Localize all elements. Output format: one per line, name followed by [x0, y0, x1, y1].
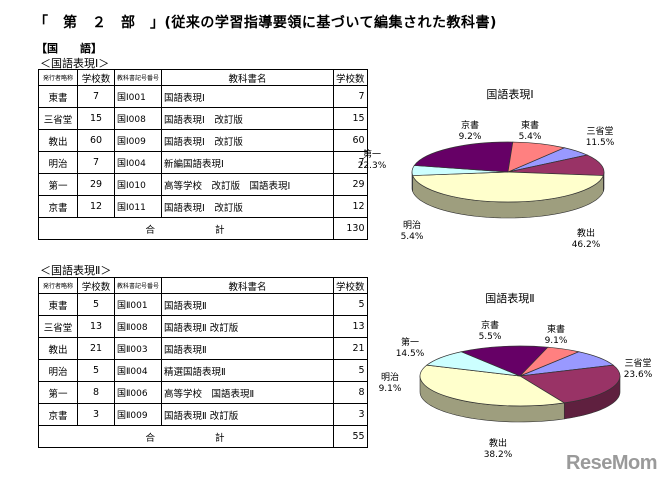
cell-code: 国Ⅰ001	[113, 85, 163, 108]
pie-slice-value: 9.2%	[459, 132, 482, 142]
table-row: 東書 7 国Ⅰ001 国語表現Ⅰ 7	[38, 85, 368, 108]
pie-title: 国語表現Ⅱ	[485, 291, 534, 305]
table-row: 三省堂 15 国Ⅰ008 国語表現Ⅰ 改訂版 15	[38, 107, 368, 130]
pie-slice-label: 教出	[489, 437, 507, 449]
pie-slice-value: 9.1%	[379, 384, 402, 394]
pie-slice-value: 23.6%	[624, 370, 653, 380]
total-row: 合計 55	[37, 425, 368, 448]
table-row: 教出 60 国Ⅰ009 国語表現Ⅰ 改訂版 60	[38, 129, 368, 152]
page-heading: 「 第 ２ 部 」(従来の学習指導要領に基づいて編集された教科書)	[34, 15, 497, 31]
table-row: 東書 5 国Ⅱ001 国語表現Ⅱ 5	[38, 293, 368, 316]
pie-slice	[419, 364, 566, 407]
pie-slice-label: 東書	[521, 119, 539, 131]
pie-slice-value: 9.1%	[545, 336, 568, 346]
table-row: 第一 29 国Ⅰ010 高等学校 改訂版 国語表現Ⅰ 29	[38, 173, 368, 196]
pie-slice-label: 第一	[401, 336, 419, 348]
pie-slice-label: 東書	[547, 323, 565, 335]
pie-slice	[412, 171, 604, 203]
pie-slice-label: 明治	[403, 219, 421, 231]
pie-slice-label: 第一	[363, 148, 381, 160]
cell-code: 国Ⅰ010	[113, 173, 163, 196]
pie-slice-label: 三省堂	[586, 125, 613, 137]
total-label: 合計	[37, 425, 335, 448]
total-row: 合計 130	[37, 217, 368, 240]
table1-caption: ＜国語表現Ⅰ＞	[40, 57, 110, 70]
pie-slice	[518, 364, 621, 404]
pie-slice-label: 京書	[481, 319, 499, 331]
table-row: 第一 8 国Ⅱ006 高等学校 国語表現Ⅱ 8	[38, 381, 368, 404]
resemom-logo: ReseMom	[566, 452, 657, 474]
table2-caption: ＜国語表現Ⅱ＞	[40, 264, 112, 277]
pie-slice-value: 38.2%	[484, 450, 513, 460]
subject-label: 【国 語】	[36, 42, 102, 55]
pie-slice-label: 教出	[577, 227, 595, 239]
pie-slice	[413, 141, 514, 173]
total-value: 55	[333, 425, 368, 448]
total-value: 130	[333, 217, 368, 240]
pie-slice-value: 46.2%	[572, 240, 601, 250]
textbook-table-1: 発行者略称 学校数 教科書記号番号 教科書名 学校数 東書 7 国Ⅰ001 国語表現Ⅰ…	[37, 69, 368, 240]
pie-slice	[519, 346, 580, 377]
pie-slice-label: 三省堂	[624, 357, 651, 369]
pie-slice-value: 5.4%	[401, 232, 424, 242]
pie-slice	[507, 141, 566, 173]
table-row: 教出 21 国Ⅱ003 国語表現Ⅱ 21	[38, 337, 368, 360]
pie-chart-2: 国語表現Ⅱ東書9.1%三省堂23.6%教出38.2%明治9.1%第一14.5%京…	[379, 291, 653, 460]
table-row: 明治 7 国Ⅰ004 新編国語表現Ⅰ 7	[38, 151, 368, 174]
pie-slice	[507, 154, 605, 176]
pie-slice-value: 22.3%	[358, 161, 387, 171]
pie-slice-value: 5.5%	[479, 332, 502, 342]
pie-slice-value: 14.5%	[396, 349, 425, 359]
textbook-table-2: 発行者略称 学校数 教科書記号番号 教科書名 学校数 東書 5 国Ⅱ001 国語表現Ⅱ…	[37, 277, 368, 448]
pie-slice-value: 11.5%	[586, 138, 615, 148]
pie-title: 国語表現Ⅰ	[486, 87, 533, 101]
pie-slice-label: 京書	[461, 119, 479, 131]
pie-slice-label: 明治	[381, 371, 399, 383]
pie-slice	[460, 345, 549, 377]
total-label: 合計	[37, 217, 335, 240]
pie-slice-value: 5.4%	[519, 132, 542, 142]
